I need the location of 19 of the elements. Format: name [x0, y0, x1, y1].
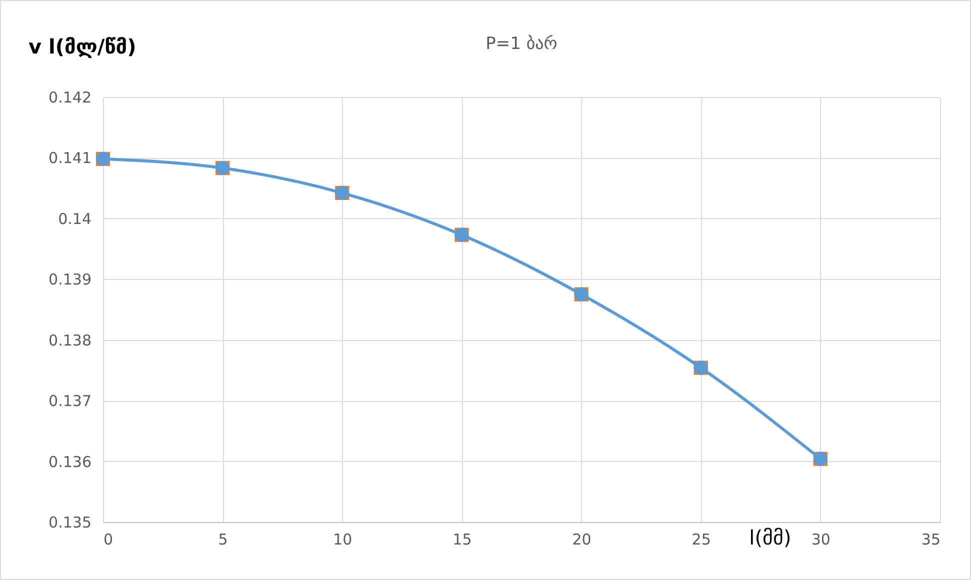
x-tick-label: 25: [692, 530, 711, 548]
y-tick-label: 0.141: [48, 149, 92, 168]
y-tick-label: 0.136: [48, 452, 92, 471]
x-tick-label: 0: [104, 530, 114, 548]
x-tick-label: 20: [572, 530, 592, 548]
x-tick-label: 10: [333, 530, 352, 548]
chart-title: P=1 ბარ: [486, 34, 558, 54]
y-tick-label: 0.142: [48, 88, 92, 106]
y-tick-label: 0.135: [48, 514, 92, 532]
x-tick-label: 15: [452, 530, 472, 548]
x-tick-label: 5: [218, 530, 228, 548]
y-tick-label: 0.14: [58, 210, 92, 228]
y-tick-label: 0.138: [48, 331, 92, 350]
y-tick-label: 0.137: [48, 392, 92, 410]
y-tick-label: 0.139: [48, 270, 92, 289]
x-axis-title: l(მმ): [749, 526, 792, 550]
x-tick-label: 30: [811, 530, 830, 548]
y-axis-title: v l(მლ/წმ): [28, 34, 136, 58]
x-tick-label: 35: [921, 530, 940, 548]
